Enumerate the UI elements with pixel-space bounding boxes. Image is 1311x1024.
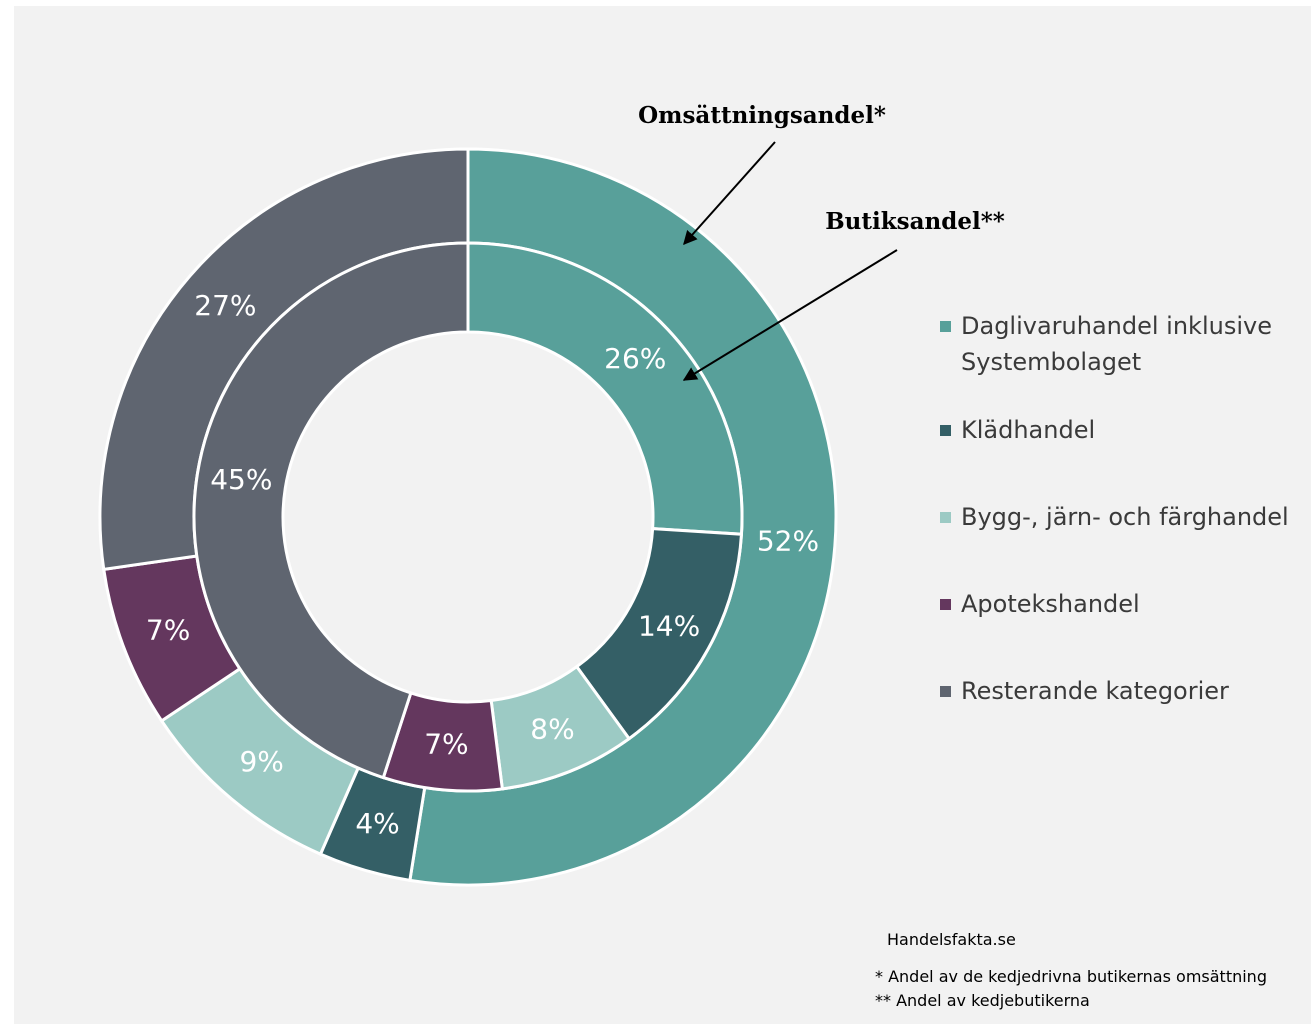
data-label: 4% xyxy=(355,807,399,840)
data-label: 7% xyxy=(424,727,468,760)
annotation-arrow xyxy=(682,249,898,381)
legend-label: Klädhandel xyxy=(961,416,1096,444)
legend-item: Apotekshandel xyxy=(940,586,1300,673)
legend-item: Klädhandel xyxy=(940,412,1300,499)
data-label: 52% xyxy=(757,524,819,557)
outer-ring-label: Omsättningsandel* xyxy=(638,102,886,129)
legend-item: Daglivaruhandel inklusive Systembolaget xyxy=(940,308,1300,412)
data-label: 27% xyxy=(194,289,256,322)
legend-label: Resterande kategorier xyxy=(961,677,1229,705)
data-label: 26% xyxy=(604,342,666,375)
source: Handelsfakta.se xyxy=(887,930,1016,949)
legend-label: Bygg-, järn- och färghandel xyxy=(961,503,1289,531)
data-label: 7% xyxy=(146,614,190,647)
legend-swatch xyxy=(940,321,951,332)
legend-item: Resterande kategorier xyxy=(940,673,1300,760)
footnote: * Andel av de kedjedrivna butikernas oms… xyxy=(875,967,1267,986)
legend-swatch xyxy=(940,425,951,436)
legend-swatch xyxy=(940,686,951,697)
legend-label: Daglivaruhandel inklusive Systembolaget xyxy=(961,312,1272,376)
data-label: 14% xyxy=(638,610,700,643)
donut-segment xyxy=(466,241,744,536)
legend-label: Apotekshandel xyxy=(961,590,1140,618)
annotation-arrow xyxy=(683,141,776,246)
legend-swatch xyxy=(940,512,951,523)
data-label: 9% xyxy=(239,745,283,778)
legend-item: Bygg-, järn- och färghandel xyxy=(940,499,1300,586)
data-label: 45% xyxy=(210,463,272,496)
donut-segment xyxy=(192,241,470,780)
footnote: ** Andel av kedjebutikerna xyxy=(875,991,1090,1010)
inner-ring-label: Butiksandel** xyxy=(825,208,1005,235)
legend-swatch xyxy=(940,599,951,610)
legend: Daglivaruhandel inklusive Systembolaget K… xyxy=(940,308,1300,760)
data-label: 8% xyxy=(530,712,574,745)
